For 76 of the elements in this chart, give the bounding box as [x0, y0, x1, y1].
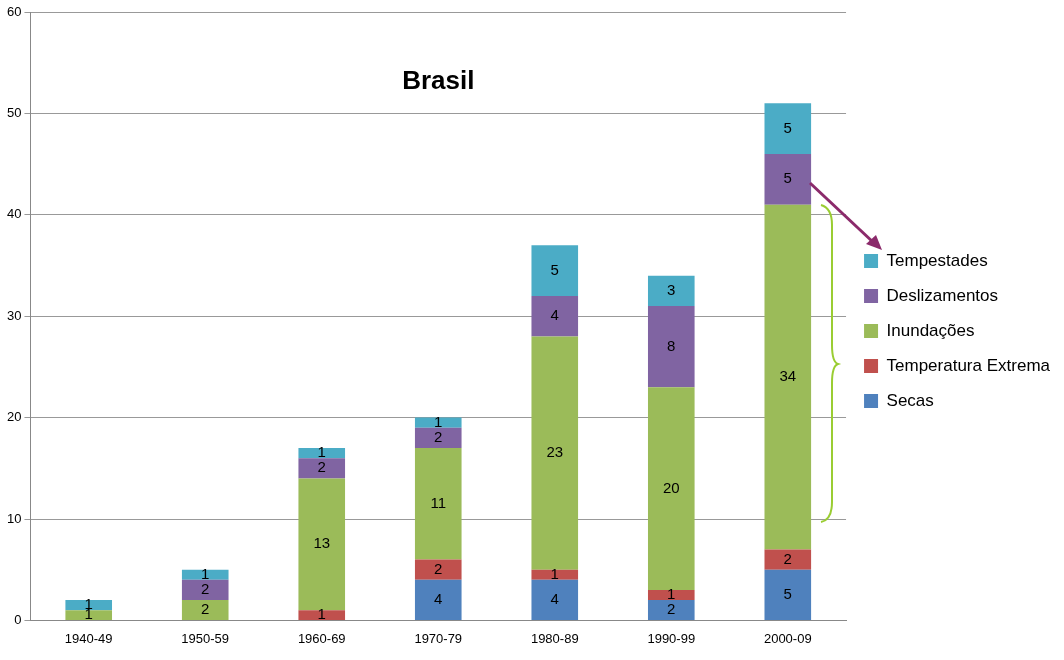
bar [181, 600, 229, 620]
data-label: 1 [434, 412, 443, 430]
data-label: 5 [550, 260, 559, 278]
bar [414, 427, 462, 449]
bar [298, 478, 346, 611]
data-label: 13 [313, 534, 331, 552]
data-label: 4 [550, 590, 559, 608]
data-label: 11 [430, 493, 447, 511]
y-tick-label: 60 [6, 3, 22, 19]
x-tick-label: 1960-69 [297, 630, 346, 646]
bar [764, 549, 812, 570]
bar [647, 600, 695, 620]
data-label: 2 [434, 428, 443, 446]
x-tick-label: 1970-79 [414, 630, 463, 646]
legend-label: Deslizamentos [886, 285, 999, 305]
x-tick-label: 2000-09 [763, 630, 812, 646]
bar [647, 275, 695, 307]
data-label: 1 [317, 605, 326, 623]
data-label: 2 [667, 600, 676, 618]
text: Brasil [402, 65, 475, 96]
data-label: 2 [201, 600, 210, 618]
data-label: 2 [317, 458, 326, 476]
bar [531, 336, 579, 570]
data-label: 1 [550, 564, 559, 582]
data-label: 1 [317, 443, 326, 461]
x-tick-label: 1980-89 [530, 630, 579, 646]
data-label: 4 [550, 306, 559, 324]
legend-label: Tempestades [886, 250, 988, 270]
bar [531, 569, 579, 580]
bar [414, 448, 462, 560]
bar [414, 559, 462, 580]
bar [531, 295, 579, 337]
bar [414, 417, 462, 428]
bar [414, 579, 462, 620]
y-tick-label: 40 [6, 206, 22, 222]
bar [65, 610, 113, 620]
data-label: 5 [783, 169, 792, 187]
data-label: 8 [667, 336, 676, 354]
data-label: 1 [201, 564, 210, 582]
legend-label: Inundações [886, 320, 975, 340]
bar [764, 204, 812, 550]
bar [181, 579, 229, 601]
x-tick-label: 1950-59 [181, 630, 230, 646]
data-label: 2 [783, 549, 792, 567]
bar [298, 610, 346, 620]
bar [298, 448, 346, 459]
y-tick-label: 30 [6, 307, 22, 323]
y-tick-label: 0 [14, 611, 22, 627]
data-label: 23 [546, 443, 564, 461]
data-label: 2 [201, 580, 210, 598]
bar [764, 103, 812, 154]
data-label: 5 [783, 584, 792, 602]
legend-label: Secas [886, 390, 934, 410]
data-label: 3 [667, 280, 676, 298]
bar [181, 569, 229, 580]
y-tick-label: 50 [6, 104, 22, 120]
data-label: 1 [667, 585, 676, 603]
data-label: 2 [434, 559, 443, 577]
x-tick-label: 1990-99 [647, 630, 696, 646]
y-tick-label: 10 [6, 510, 22, 526]
x-tick-label: 1940-49 [64, 630, 113, 646]
bar [65, 600, 113, 611]
data-label: 34 [779, 367, 797, 385]
bar [647, 306, 695, 388]
bar [764, 569, 812, 620]
bar [764, 153, 812, 205]
bar [531, 245, 579, 296]
data-label: 4 [434, 590, 443, 608]
y-tick-label: 20 [6, 409, 22, 425]
bar [647, 589, 695, 601]
bar [531, 579, 579, 620]
data-label: 5 [783, 118, 792, 136]
legend-label: Temperatura Extrema [886, 355, 1051, 375]
bar [647, 387, 695, 590]
data-label: 20 [662, 478, 680, 496]
bar [298, 458, 346, 479]
